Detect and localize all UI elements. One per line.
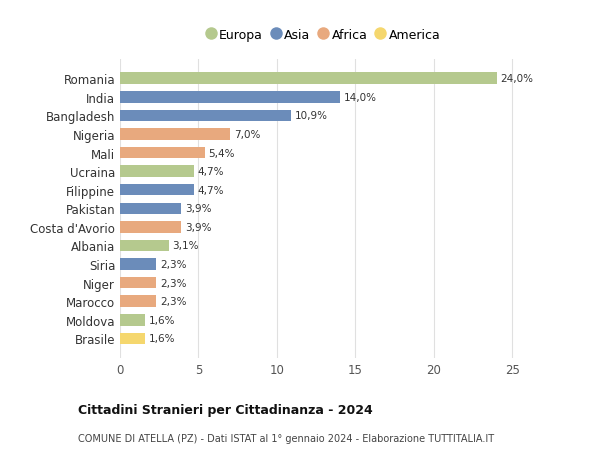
Bar <box>120 296 156 308</box>
Bar <box>120 240 169 252</box>
Text: 3,9%: 3,9% <box>185 204 212 214</box>
Legend: Europa, Asia, Africa, America: Europa, Asia, Africa, America <box>203 24 445 47</box>
Text: 3,9%: 3,9% <box>185 223 212 232</box>
Text: 3,1%: 3,1% <box>173 241 199 251</box>
Text: 1,6%: 1,6% <box>149 334 176 344</box>
Bar <box>120 203 181 215</box>
Text: 1,6%: 1,6% <box>149 315 176 325</box>
Text: COMUNE DI ATELLA (PZ) - Dati ISTAT al 1° gennaio 2024 - Elaborazione TUTTITALIA.: COMUNE DI ATELLA (PZ) - Dati ISTAT al 1°… <box>78 433 494 442</box>
Bar <box>120 259 156 270</box>
Text: 2,3%: 2,3% <box>160 297 187 307</box>
Text: 2,3%: 2,3% <box>160 259 187 269</box>
Bar <box>120 166 194 178</box>
Text: 7,0%: 7,0% <box>234 129 260 140</box>
Bar <box>120 333 145 344</box>
Bar <box>120 185 194 196</box>
Bar <box>120 92 340 103</box>
Text: 5,4%: 5,4% <box>209 148 235 158</box>
Bar <box>120 73 497 85</box>
Bar <box>120 277 156 289</box>
Bar <box>120 147 205 159</box>
Bar <box>120 110 291 122</box>
Text: 4,7%: 4,7% <box>197 167 224 177</box>
Text: 14,0%: 14,0% <box>344 93 377 102</box>
Bar <box>120 314 145 326</box>
Text: Cittadini Stranieri per Cittadinanza - 2024: Cittadini Stranieri per Cittadinanza - 2… <box>78 403 373 416</box>
Text: 2,3%: 2,3% <box>160 278 187 288</box>
Text: 4,7%: 4,7% <box>197 185 224 195</box>
Bar <box>120 222 181 233</box>
Bar <box>120 129 230 140</box>
Text: 10,9%: 10,9% <box>295 111 328 121</box>
Text: 24,0%: 24,0% <box>500 74 533 84</box>
